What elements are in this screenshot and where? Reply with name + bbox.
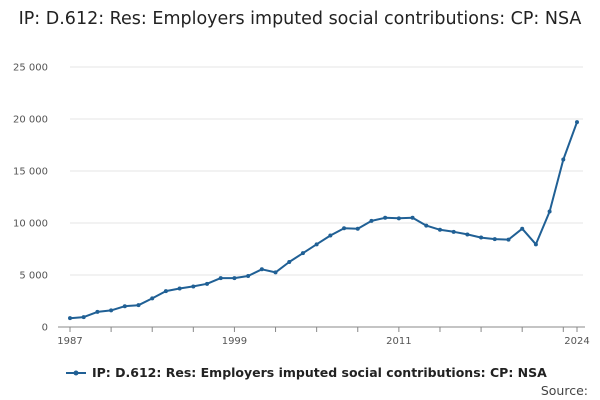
data-point[interactable] [410,215,415,220]
chart-title: IP: D.612: Res: Employers imputed social… [18,9,582,29]
data-point[interactable] [451,229,456,234]
y-tick-label: 20 000 [13,115,48,126]
data-point[interactable] [287,260,292,264]
y-tick-label: 10 000 [13,219,48,230]
data-point[interactable] [95,309,100,314]
x-tick-label: 2024 [564,336,589,347]
data-point[interactable] [479,235,484,240]
y-tick-label: 0 [42,323,48,334]
data-point[interactable] [122,304,127,309]
data-point[interactable] [424,223,429,228]
data-point[interactable] [259,267,264,272]
x-axis: 1987 1999 2011 2024 [57,326,590,347]
data-point[interactable] [314,242,319,247]
data-point[interactable] [218,276,223,281]
data-point[interactable] [369,218,374,223]
data-point[interactable] [520,226,525,231]
data-point[interactable] [150,296,155,301]
series-line [69,121,578,320]
data-point[interactable] [396,216,401,221]
legend-marker [66,370,86,375]
data-point[interactable] [492,237,497,242]
data-point[interactable] [68,316,72,321]
legend-label: IP: D.612: Res: Employers imputed social… [92,365,547,380]
data-point[interactable] [328,233,333,238]
data-point[interactable] [437,227,442,232]
data-point[interactable] [533,242,538,247]
data-point[interactable] [506,237,511,242]
data-point[interactable] [383,215,388,220]
data-point[interactable] [191,284,196,289]
legend: IP: D.612: Res: Employers imputed social… [66,365,547,380]
y-axis-ticks: 0 5 000 10 000 15 000 20 000 25 000 [13,63,48,334]
data-point[interactable] [465,232,470,237]
series-group [68,120,579,321]
data-point[interactable] [109,308,114,313]
data-point[interactable] [81,315,86,320]
y-tick-label: 15 000 [13,167,48,178]
data-point[interactable] [273,270,278,275]
x-tick-label: 1999 [222,336,247,347]
data-point[interactable] [561,157,566,162]
data-point[interactable] [246,274,251,279]
data-point[interactable] [575,120,579,125]
data-point[interactable] [205,281,210,286]
data-point[interactable] [342,226,347,231]
grid-lines [70,66,583,276]
source-label: Source: [540,383,588,398]
y-tick-label: 5 000 [19,271,48,282]
x-tick-label: 2011 [386,336,411,347]
data-point[interactable] [547,209,552,214]
data-point[interactable] [177,286,182,291]
y-tick-label: 25 000 [13,63,48,74]
data-point[interactable] [163,289,168,294]
x-tick-label: 1987 [57,336,82,347]
data-point[interactable] [136,303,141,308]
data-point[interactable] [232,276,237,281]
data-point[interactable] [355,226,360,231]
data-point[interactable] [300,251,305,256]
